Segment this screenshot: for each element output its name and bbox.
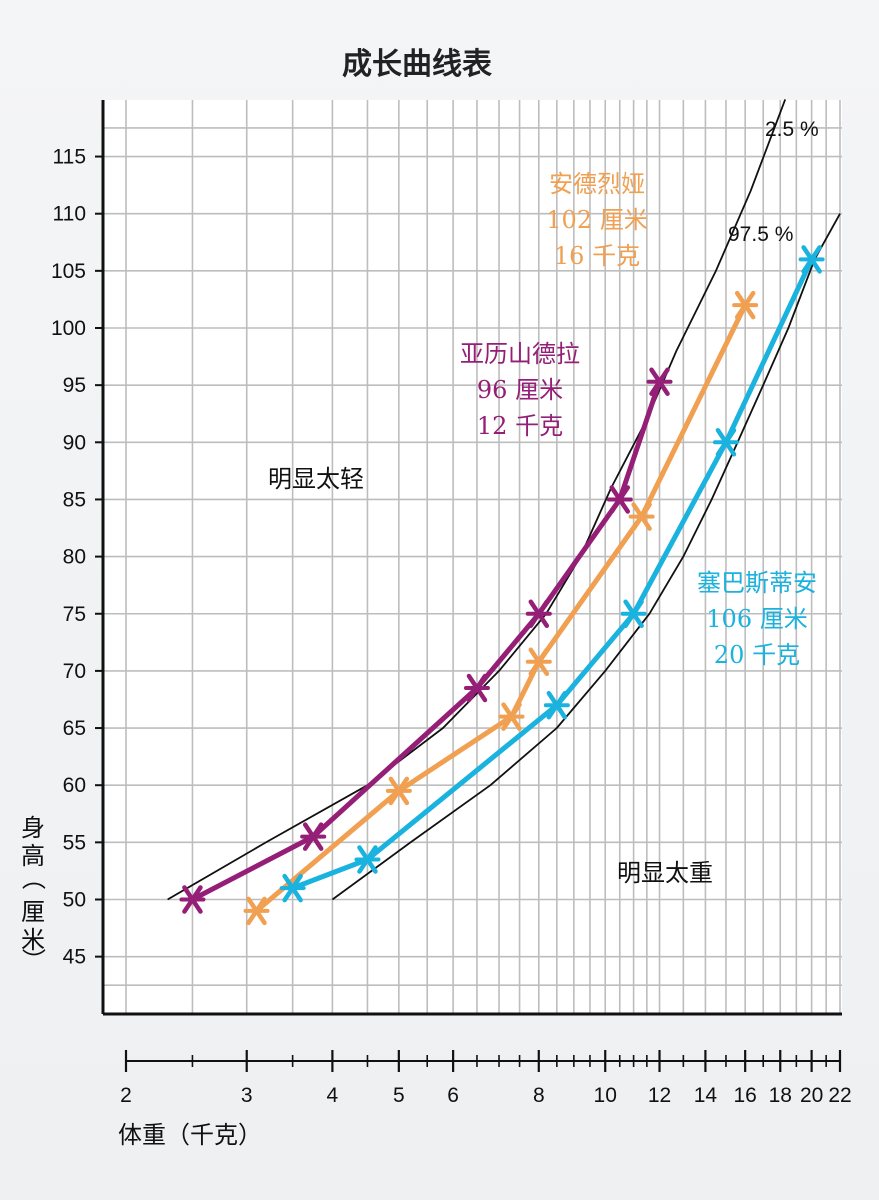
- y-tick-label: 80: [63, 546, 86, 569]
- x-tick-label: 14: [694, 1084, 718, 1107]
- data-point-marker: [712, 428, 739, 457]
- annotation-alexandra: 亚历山德拉 96 厘米 12 千克: [460, 340, 580, 440]
- x-tick-label: 12: [648, 1084, 671, 1107]
- y-tick-label: 45: [63, 946, 86, 969]
- y-tick-label: 85: [63, 488, 86, 511]
- y-tick-label: 55: [63, 831, 86, 854]
- data-point-marker: [543, 690, 570, 720]
- y-tick-label: 115: [53, 146, 86, 169]
- data-point-marker: [732, 290, 759, 320]
- x-tick-label: 18: [769, 1084, 792, 1107]
- x-tick-label: 20: [800, 1084, 823, 1107]
- data-point-marker: [354, 845, 381, 874]
- data-point-marker: [525, 647, 552, 677]
- x-tick-label: 6: [447, 1084, 459, 1107]
- y-tick-label: 110: [53, 203, 86, 226]
- data-point-marker: [243, 896, 270, 926]
- data-point-marker: [798, 245, 825, 274]
- x-tick-label: 5: [393, 1084, 405, 1107]
- annotation-andreja-name: 安德烈娅: [549, 170, 645, 198]
- series-line-2: [290, 256, 815, 891]
- data-point-marker: [498, 702, 525, 731]
- y-axis: 45 50 55 60 65 70 75 80 85 90 95 100 105 110 115: [51, 146, 103, 969]
- annotation-sebastian-weight: 20 千克: [714, 641, 800, 669]
- x-tick-label: 22: [828, 1084, 851, 1107]
- data-point-marker: [606, 485, 633, 514]
- region-too-light: 明显太轻: [268, 465, 364, 493]
- series-line-0: [189, 379, 662, 902]
- annotation-alexandra-height: 96 厘米: [477, 376, 563, 404]
- data-point-marker: [279, 873, 306, 903]
- y-tick-label: 90: [63, 431, 86, 454]
- annotation-sebastian-name: 塞巴斯蒂安: [697, 569, 817, 597]
- y-tick-label: 50: [63, 889, 86, 912]
- series-markers: [179, 245, 825, 926]
- x-tick-label: 2: [120, 1084, 132, 1107]
- annotation-sebastian: 塞巴斯蒂安 106 厘米 20 千克: [697, 569, 817, 669]
- curve-label-97-5: 97.5 %: [728, 223, 793, 246]
- y-tick-label: 75: [63, 603, 86, 626]
- data-point-marker: [646, 367, 673, 396]
- y-axis-label-char-1: 身: [21, 814, 45, 842]
- y-tick-label: 65: [63, 717, 86, 740]
- x-tick-label: 3: [241, 1084, 253, 1107]
- grid: [101, 100, 842, 1016]
- data-point-marker: [525, 599, 552, 628]
- annotation-alexandra-weight: 12 千克: [477, 412, 563, 440]
- y-tick-label: 70: [63, 660, 86, 683]
- y-axis-label-char-3: 厘: [21, 898, 45, 926]
- annotation-sebastian-height: 106 厘米: [706, 605, 807, 633]
- annotation-andreja: 安德烈娅 102 厘米 16 千克: [546, 170, 647, 270]
- annotation-andreja-height: 102 厘米: [546, 206, 647, 234]
- curve-label-2-5: 2.5 %: [765, 118, 819, 141]
- series-lines: [189, 256, 815, 914]
- region-too-heavy: 明显太重: [617, 859, 713, 887]
- y-axis-label: 身 高 （ 厘 米 ）: [19, 814, 47, 972]
- y-tick-label: 95: [63, 374, 86, 397]
- data-point-marker: [179, 885, 206, 914]
- x-tick-label: 16: [733, 1084, 756, 1107]
- series-line-1: [254, 302, 748, 914]
- x-tick-label: 10: [594, 1084, 617, 1107]
- x-axis-label: 体重（千克）: [118, 1121, 262, 1149]
- data-point-marker: [628, 502, 655, 531]
- y-tick-label: 100: [51, 317, 86, 340]
- y-axis-label-char-2: 高: [21, 842, 45, 870]
- data-point-marker: [620, 599, 647, 628]
- y-axis-label-paren-close: ）: [19, 948, 47, 972]
- annotation-andreja-weight: 16 千克: [554, 242, 640, 270]
- x-tick-label: 8: [533, 1084, 545, 1107]
- data-point-marker: [385, 776, 412, 806]
- y-tick-label: 105: [51, 260, 86, 283]
- y-tick-label: 60: [63, 774, 86, 797]
- x-axis: 2 3 4 5 6 8 10 12 14 16 18 20 22: [120, 1050, 852, 1107]
- x-tick-label: 4: [327, 1084, 339, 1107]
- reference-curve-1: [331, 213, 841, 901]
- annotation-alexandra-name: 亚历山德拉: [460, 340, 580, 368]
- data-point-marker: [300, 822, 327, 851]
- y-axis-label-char-4: 米: [21, 926, 45, 954]
- chart-title: 成长曲线表: [342, 47, 492, 82]
- data-point-marker: [463, 673, 490, 703]
- y-axis-label-paren-open: （: [19, 866, 47, 890]
